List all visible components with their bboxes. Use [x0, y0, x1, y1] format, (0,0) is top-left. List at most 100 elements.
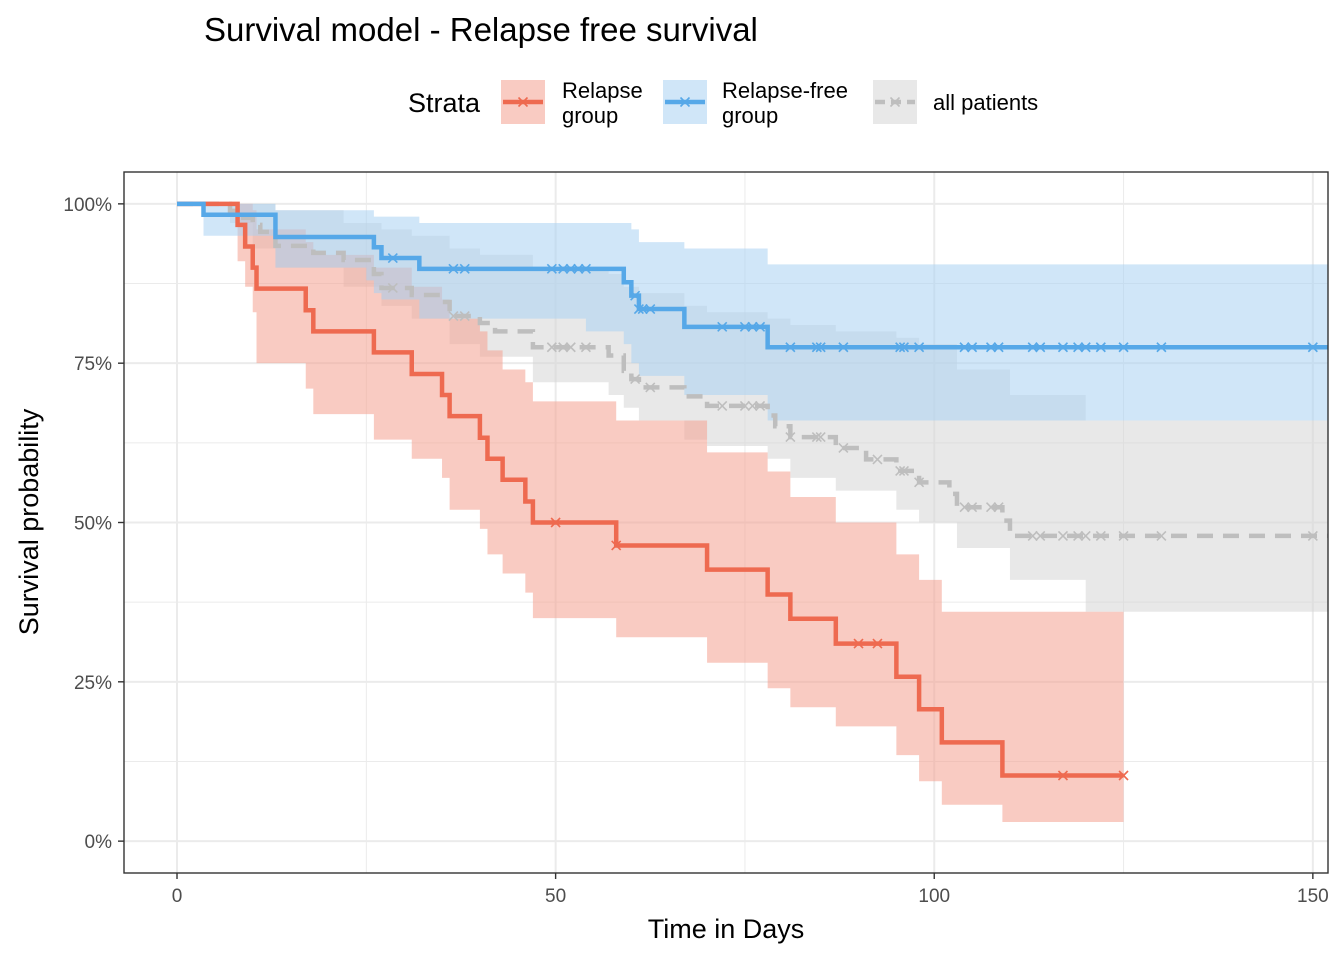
censor-mark-all [1027, 530, 1038, 541]
censor-mark-all [1118, 530, 1129, 541]
legend-label: group [722, 103, 778, 128]
censor-mark-all [645, 382, 656, 393]
censor-mark-relapse-free [967, 342, 978, 353]
legend-entry-all: all patients [873, 80, 1038, 124]
censor-mark-relapse-free [1035, 342, 1046, 353]
censor-mark-relapse-free [993, 342, 1004, 353]
censor-mark-all [785, 432, 796, 443]
censor-mark-all [898, 465, 910, 476]
y-tick-label: 50% [74, 514, 112, 535]
censor-mark-all [717, 400, 728, 411]
censor-mark-all [815, 432, 826, 443]
censor-mark-relapse-free [1307, 342, 1318, 353]
censor-mark-all [959, 502, 970, 513]
censor-mark-relapse-free [546, 263, 557, 274]
censor-mark-all [872, 454, 883, 465]
censor-mark-relapse-free [1156, 342, 1167, 353]
censor-mark-relapse-free [811, 342, 822, 353]
censor-mark-all [895, 465, 906, 476]
legend-label: Relapse [562, 78, 643, 103]
censor-mark-all [755, 400, 766, 411]
censor-mark-relapse-free [573, 263, 584, 274]
legend-key-censor-mark [889, 96, 901, 108]
censor-mark-relapse [611, 540, 622, 551]
x-tick-label: 50 [545, 886, 566, 907]
y-tick-label: 25% [74, 673, 112, 694]
legend-label: group [562, 103, 618, 128]
legend: Strata RelapsegroupRelapse-freegroupall … [408, 78, 1038, 128]
censor-mark-all [967, 502, 978, 513]
censor-mark-all [1156, 530, 1167, 541]
y-tick-label: 100% [63, 195, 112, 216]
censor-mark-relapse-free [565, 263, 576, 274]
censor-mark-relapse-free [959, 342, 970, 353]
censor-mark-relapse-free [755, 321, 766, 332]
censor-mark-all [985, 502, 997, 513]
censor-mark-all [387, 282, 398, 294]
x-tick-label: 0 [172, 886, 183, 907]
censor-mark-relapse-free [558, 263, 569, 274]
censor-mark-all [739, 400, 750, 411]
censor-mark-all [1095, 530, 1106, 541]
censor-mark-relapse-free [1080, 342, 1091, 353]
censor-mark-relapse-free [459, 263, 470, 274]
censor-mark-relapse [550, 517, 561, 528]
censor-mark-all [459, 310, 470, 322]
censor-mark-relapse-free [739, 321, 750, 332]
censor-mark-all [546, 342, 557, 353]
x-axis-title: Time in Days [648, 914, 805, 944]
censor-mark-relapse-free [630, 290, 641, 301]
censor-mark-relapse-free [1057, 342, 1069, 353]
censor-marks [387, 252, 1318, 781]
censor-mark-relapse-free [633, 303, 644, 315]
y-axis: 0% 25% 50% 75% 100% [63, 195, 124, 853]
legend-label: all patients [933, 90, 1038, 115]
x-tick-label: 100 [918, 886, 950, 907]
censor-mark-relapse [872, 638, 883, 649]
y-axis-title: Survival probability [14, 408, 44, 635]
x-axis: 0 50 100 150 [172, 873, 1329, 907]
censor-mark-all [448, 310, 459, 322]
curve-relapse-free [177, 201, 1328, 350]
censor-mark-relapse-free [580, 263, 591, 274]
censor-mark-all [630, 374, 641, 385]
legend-title: Strata [408, 88, 481, 118]
censor-mark-all [1073, 530, 1084, 541]
censor-mark-relapse-free [985, 342, 997, 353]
censor-mark-relapse-free [448, 263, 459, 274]
censor-mark-relapse [1057, 770, 1069, 781]
censor-mark-relapse-free [785, 342, 796, 353]
chart-title: Survival model - Relapse free survival [204, 11, 758, 48]
y-tick-label: 0% [85, 832, 113, 853]
censor-mark-all [914, 477, 925, 488]
censor-mark-relapse-free [838, 342, 849, 353]
censor-mark-all [993, 502, 1004, 513]
censor-mark-relapse-free [815, 342, 826, 353]
censor-mark-all [565, 342, 576, 353]
y-tick-label: 75% [74, 354, 112, 375]
censor-mark-all [558, 342, 569, 353]
legend-key-censor-mark [517, 96, 529, 108]
censor-mark-relapse-free [387, 252, 398, 264]
censor-mark-relapse-free [1118, 342, 1129, 353]
censor-mark-relapse [853, 638, 864, 649]
censor-mark-relapse-free [1095, 342, 1106, 353]
censor-mark-relapse-free [747, 321, 758, 332]
censor-mark-relapse-free [717, 321, 728, 332]
legend-label: Relapse-free [722, 78, 848, 103]
plot-area [123, 171, 1329, 874]
curve-relapse [177, 201, 1124, 778]
censor-mark-relapse-free [1027, 342, 1038, 353]
x-tick-label: 150 [1297, 886, 1329, 907]
censor-mark-all [747, 400, 758, 411]
censor-mark-relapse-free [645, 303, 656, 315]
censor-mark-all [580, 342, 591, 353]
censor-mark-all [1307, 530, 1318, 541]
censor-mark-relapse-free [1073, 342, 1084, 353]
legend-key-censor-mark [679, 96, 691, 108]
censor-mark-all [1080, 530, 1091, 541]
censor-mark-relapse-free [898, 342, 910, 353]
